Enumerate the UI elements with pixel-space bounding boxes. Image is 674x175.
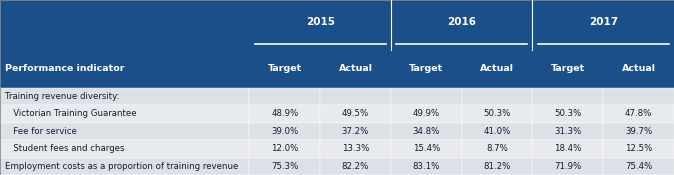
Bar (603, 105, 674, 122)
Text: 82.2%: 82.2% (342, 162, 369, 171)
Bar (532, 158, 603, 175)
Bar (532, 50, 603, 88)
Bar (462, 158, 532, 175)
Bar (462, 140, 532, 158)
Text: 83.1%: 83.1% (412, 162, 440, 171)
Text: 49.5%: 49.5% (342, 109, 369, 118)
Text: 13.3%: 13.3% (342, 144, 369, 153)
Bar (0, 122, 249, 140)
Bar (249, 140, 320, 158)
Bar (603, 122, 674, 140)
Text: 50.3%: 50.3% (554, 109, 582, 118)
Text: 39.7%: 39.7% (625, 127, 652, 136)
Bar (249, 50, 320, 88)
Bar (603, 50, 674, 88)
Text: 75.3%: 75.3% (271, 162, 299, 171)
Text: 18.4%: 18.4% (554, 144, 582, 153)
Text: Student fees and charges: Student fees and charges (5, 144, 125, 153)
Bar (462, 50, 532, 88)
Text: 47.8%: 47.8% (625, 109, 652, 118)
Bar (249, 122, 320, 140)
Text: Target: Target (551, 64, 585, 73)
Text: 15.4%: 15.4% (412, 144, 440, 153)
Bar (0, 88, 249, 105)
Text: 49.9%: 49.9% (412, 109, 440, 118)
Text: 8.7%: 8.7% (486, 144, 508, 153)
Text: 75.4%: 75.4% (625, 162, 652, 171)
Bar (249, 105, 320, 122)
Text: Actual: Actual (480, 64, 514, 73)
Text: Target: Target (268, 64, 302, 73)
Bar (603, 88, 674, 105)
Text: 48.9%: 48.9% (271, 109, 299, 118)
Bar (391, 122, 462, 140)
Bar (320, 122, 391, 140)
Text: 37.2%: 37.2% (342, 127, 369, 136)
Text: 31.3%: 31.3% (554, 127, 582, 136)
Text: 2017: 2017 (588, 18, 618, 27)
Bar (603, 158, 674, 175)
Bar (462, 105, 532, 122)
Text: 2015: 2015 (305, 18, 335, 27)
Text: 2016: 2016 (447, 18, 477, 27)
Bar (320, 140, 391, 158)
Bar (391, 0, 532, 50)
Bar (0, 140, 249, 158)
Text: 12.5%: 12.5% (625, 144, 652, 153)
Bar (532, 122, 603, 140)
Bar (249, 0, 391, 50)
Bar (462, 88, 532, 105)
Bar (391, 105, 462, 122)
Text: 41.0%: 41.0% (483, 127, 511, 136)
Bar (320, 105, 391, 122)
Bar (532, 88, 603, 105)
Bar (462, 122, 532, 140)
Text: Training revenue diversity:: Training revenue diversity: (5, 92, 120, 101)
Bar (249, 158, 320, 175)
Bar (391, 88, 462, 105)
Text: 12.0%: 12.0% (271, 144, 299, 153)
Bar (532, 105, 603, 122)
Bar (391, 50, 462, 88)
Bar (249, 88, 320, 105)
Text: 81.2%: 81.2% (483, 162, 511, 171)
Bar (391, 140, 462, 158)
Bar (320, 88, 391, 105)
Bar (0, 158, 249, 175)
Text: Target: Target (409, 64, 443, 73)
Text: Fee for service: Fee for service (5, 127, 78, 136)
Text: Employment costs as a proportion of training revenue: Employment costs as a proportion of trai… (5, 162, 239, 171)
Text: 39.0%: 39.0% (271, 127, 299, 136)
Text: 50.3%: 50.3% (483, 109, 511, 118)
Text: 34.8%: 34.8% (412, 127, 440, 136)
Text: Victorian Training Guarantee: Victorian Training Guarantee (5, 109, 137, 118)
Text: Performance indicator: Performance indicator (5, 64, 125, 73)
Bar (0, 105, 249, 122)
Text: 71.9%: 71.9% (554, 162, 582, 171)
Bar (320, 50, 391, 88)
Text: Actual: Actual (338, 64, 373, 73)
Bar (391, 158, 462, 175)
Text: Actual: Actual (621, 64, 656, 73)
Bar (320, 158, 391, 175)
Bar (532, 0, 674, 50)
Bar (0, 0, 249, 50)
Bar (0, 50, 249, 88)
Bar (532, 140, 603, 158)
Bar (603, 140, 674, 158)
